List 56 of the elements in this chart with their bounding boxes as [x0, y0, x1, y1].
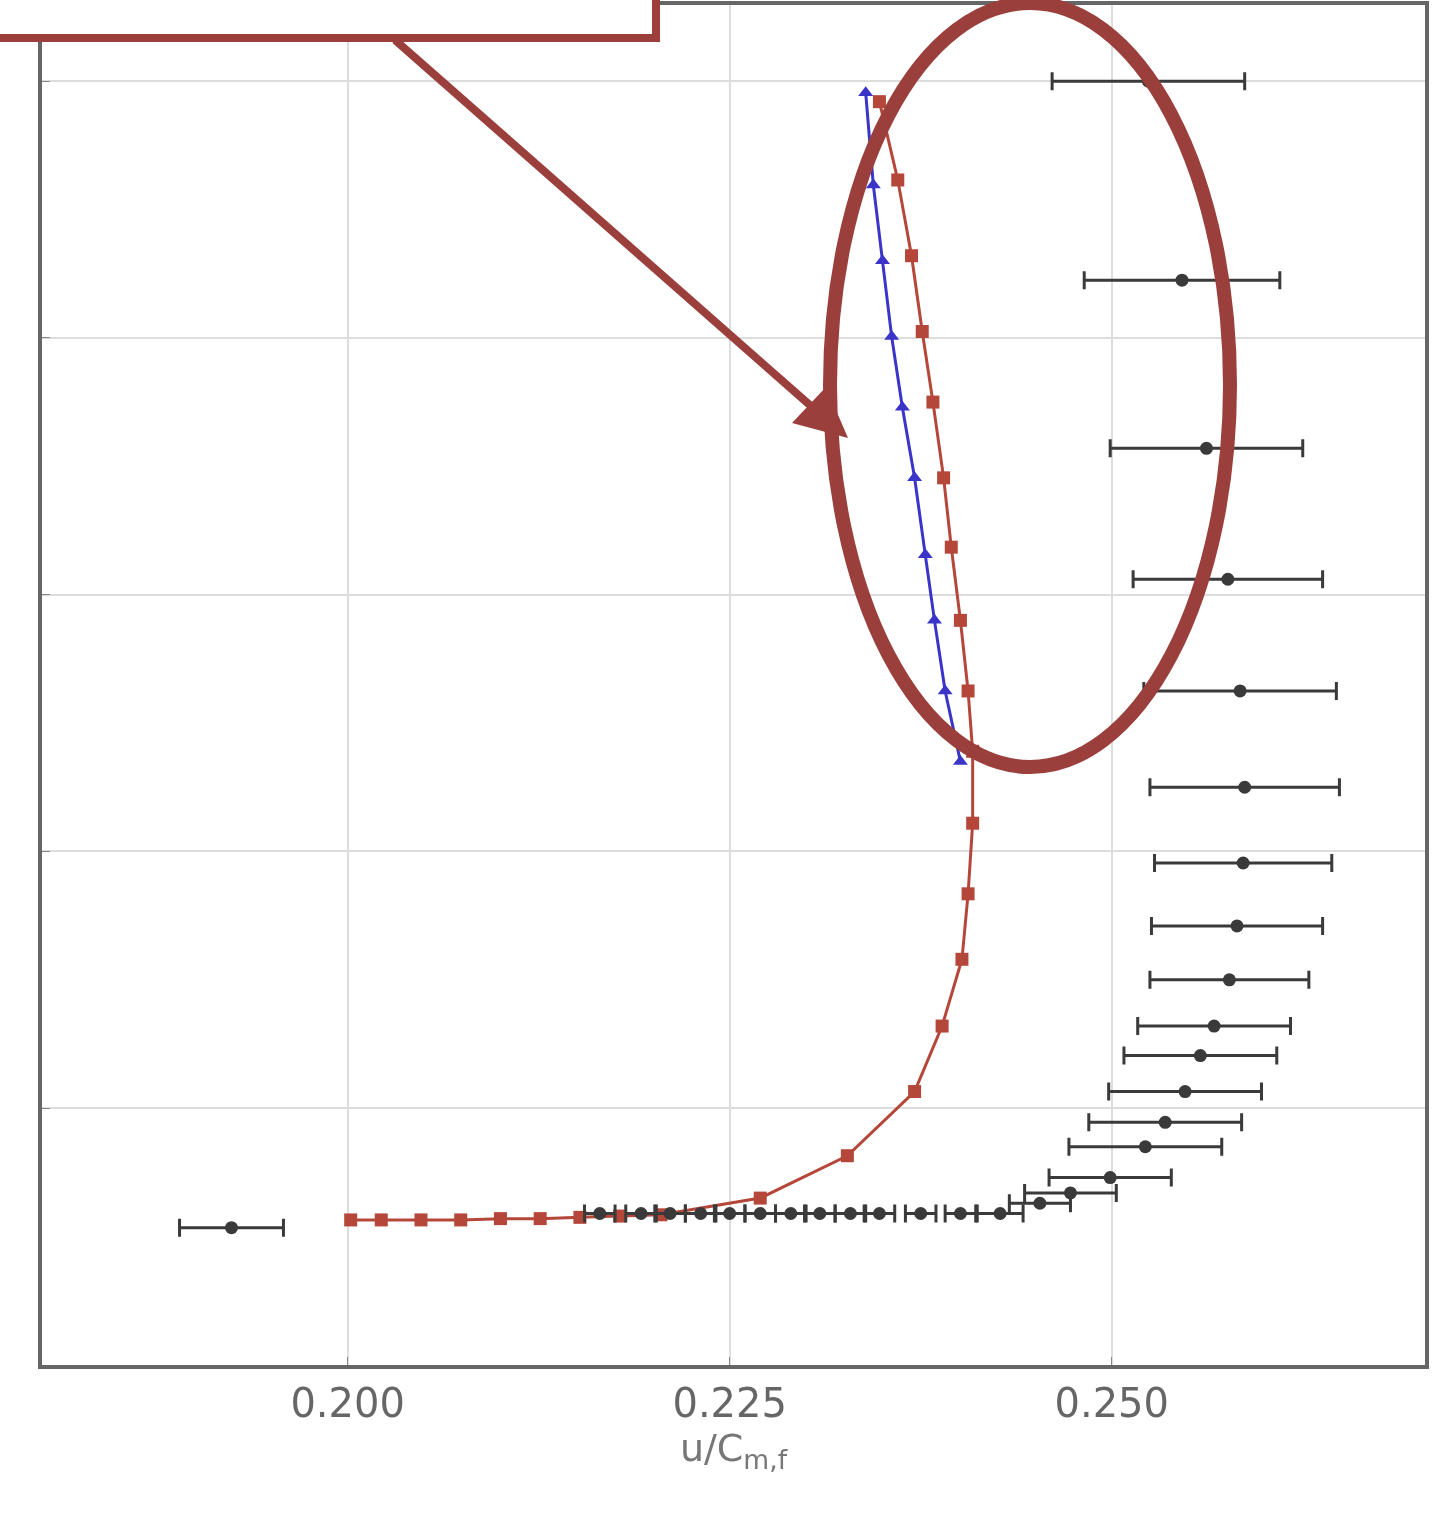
point — [1175, 273, 1189, 287]
point — [955, 952, 969, 966]
point — [840, 1149, 854, 1163]
point — [926, 395, 940, 409]
point — [1199, 441, 1213, 455]
point — [908, 1085, 922, 1099]
point — [1238, 780, 1252, 794]
point — [937, 471, 951, 485]
point — [1236, 856, 1250, 870]
x-tick-label: 0.200 — [290, 1380, 405, 1426]
point — [634, 1207, 648, 1220]
point — [1033, 1196, 1047, 1210]
point — [953, 613, 967, 627]
point — [961, 887, 975, 901]
point — [1178, 1085, 1192, 1099]
point — [872, 1207, 886, 1220]
point — [891, 173, 905, 187]
x-tick-label: 0.250 — [1054, 1380, 1169, 1426]
point — [961, 684, 975, 698]
point — [993, 1207, 1007, 1220]
point — [1222, 973, 1236, 987]
point — [914, 1207, 928, 1220]
point — [1158, 1115, 1172, 1129]
point — [753, 1207, 767, 1220]
point — [225, 1221, 238, 1235]
point — [813, 1207, 827, 1220]
point — [454, 1213, 468, 1227]
point — [966, 816, 980, 830]
point — [493, 1212, 507, 1226]
point — [1233, 684, 1247, 698]
x-axis-title: u/C$_{m,f}$ — [679, 1426, 788, 1475]
point — [414, 1213, 428, 1227]
point — [374, 1213, 388, 1227]
point — [1230, 919, 1244, 933]
point — [944, 540, 958, 554]
point — [593, 1207, 607, 1220]
point — [694, 1207, 708, 1220]
point — [663, 1207, 677, 1220]
point — [1221, 572, 1235, 586]
point — [1193, 1049, 1207, 1063]
point — [723, 1207, 737, 1220]
point — [872, 95, 886, 109]
x-tick-label: 0.225 — [672, 1380, 787, 1426]
point — [915, 324, 929, 338]
point — [1103, 1171, 1117, 1185]
point — [533, 1212, 547, 1226]
point — [905, 249, 919, 263]
point — [344, 1213, 358, 1227]
point — [1063, 1186, 1077, 1200]
point — [1207, 1019, 1221, 1033]
point — [784, 1207, 798, 1220]
point — [953, 1207, 967, 1220]
point — [935, 1019, 949, 1033]
point — [753, 1191, 767, 1205]
point — [843, 1207, 857, 1220]
point — [1138, 1140, 1152, 1154]
